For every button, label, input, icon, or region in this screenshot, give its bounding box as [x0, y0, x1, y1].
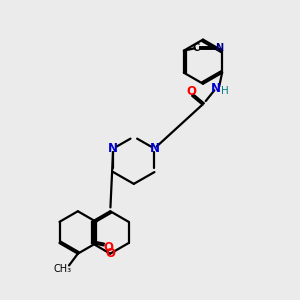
- Text: O: O: [105, 247, 115, 260]
- Text: O: O: [186, 85, 196, 98]
- Text: H: H: [221, 86, 229, 96]
- Text: N: N: [149, 142, 159, 155]
- Text: CH₃: CH₃: [53, 264, 72, 274]
- Text: N: N: [215, 43, 223, 53]
- Text: O: O: [103, 241, 113, 254]
- Text: N: N: [108, 142, 118, 155]
- Text: C: C: [193, 43, 200, 53]
- Text: N: N: [211, 82, 221, 95]
